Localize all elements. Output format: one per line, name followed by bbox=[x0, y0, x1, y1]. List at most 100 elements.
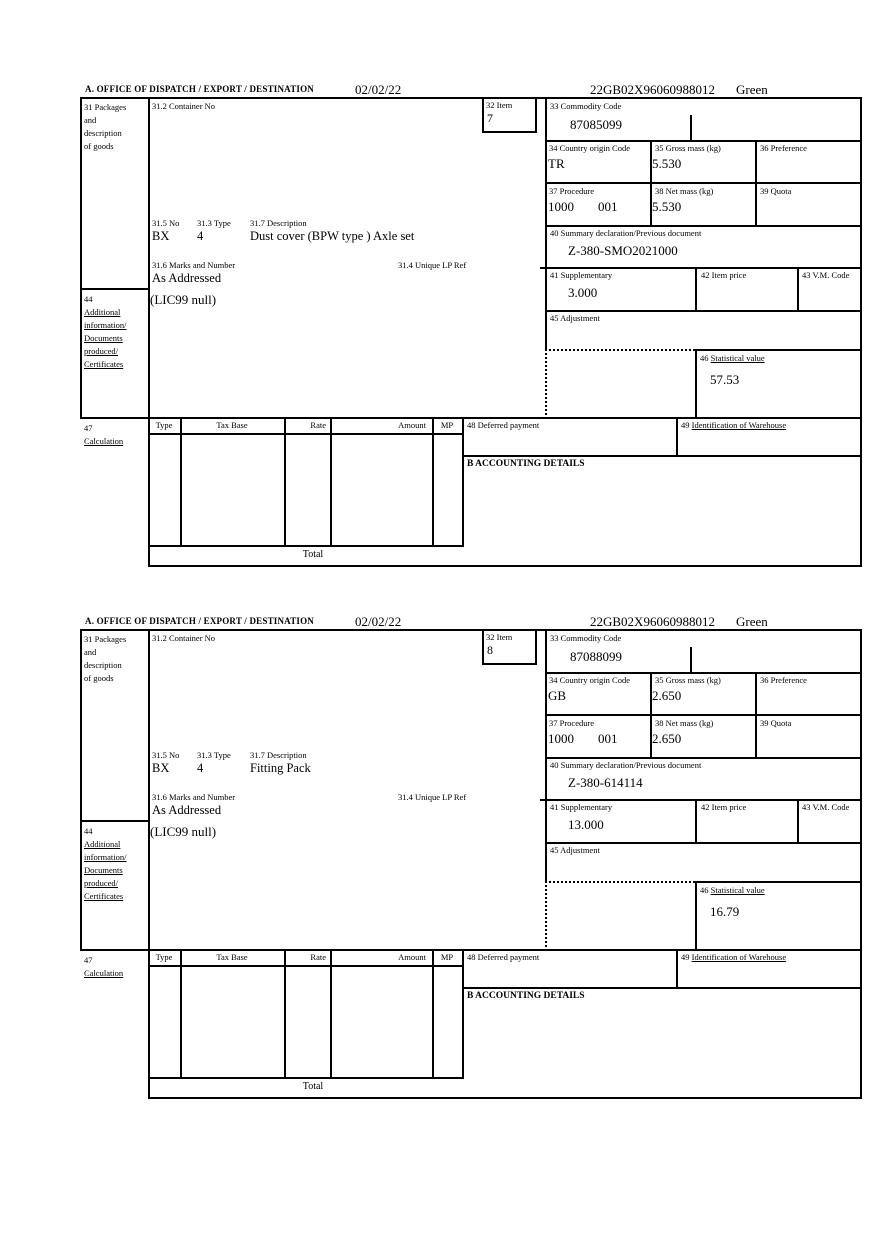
border-bottom bbox=[148, 1097, 862, 1099]
item-table: 31 Packages and description of goods 44 … bbox=[80, 97, 862, 567]
divider-48-49 bbox=[676, 949, 678, 987]
line-under-row41 bbox=[545, 310, 862, 312]
marks-label: 31.6 Marks and Number bbox=[152, 260, 236, 270]
box46-left bbox=[695, 881, 697, 949]
calc-bottom bbox=[148, 1077, 464, 1079]
calc-header-line bbox=[148, 965, 464, 967]
net-mass-value: 2.650 bbox=[652, 731, 682, 746]
additional-info-value: (LIC99 null) bbox=[150, 824, 217, 839]
divider-41-42 bbox=[695, 267, 697, 310]
line-under-row34 bbox=[545, 182, 862, 184]
supplementary-label: 41 Supplementary bbox=[550, 802, 613, 812]
commodity-code-label: 33 Commodity Code bbox=[550, 101, 622, 111]
item-label: 32 Item bbox=[486, 100, 513, 110]
calc-rate-header: Rate bbox=[310, 420, 326, 430]
dispatch-date: 02/02/22 bbox=[355, 614, 402, 629]
box44-label: 44 Additional information/ Documents pro… bbox=[84, 826, 127, 901]
office-of-dispatch-label: A. OFFICE OF DISPATCH / EXPORT / DESTINA… bbox=[85, 616, 315, 626]
deferred-payment-label: 48 Deferred payment bbox=[467, 420, 540, 430]
statistical-value-label: 46 Statistical value bbox=[700, 885, 765, 895]
office-of-dispatch-label: A. OFFICE OF DISPATCH / EXPORT / DESTINA… bbox=[85, 84, 315, 94]
divider-35-36 bbox=[755, 672, 757, 759]
gross-mass-value: 2.650 bbox=[652, 688, 682, 703]
leftcol-separator bbox=[80, 288, 150, 290]
calc-right bbox=[462, 417, 464, 547]
supplementary-label: 41 Supplementary bbox=[550, 270, 613, 280]
calc-header-line bbox=[148, 433, 464, 435]
divider-48-49 bbox=[676, 417, 678, 455]
net-mass-label: 38 Net mass (kg) bbox=[655, 718, 714, 728]
item-table: 31 Packages and description of goods 44 … bbox=[80, 629, 862, 1099]
line-under-row37 bbox=[545, 757, 862, 759]
calc-col3 bbox=[330, 949, 332, 1077]
total-left bbox=[148, 545, 150, 567]
declaration-item-block: A. OFFICE OF DISPATCH / EXPORT / DESTINA… bbox=[80, 614, 866, 1109]
calc-amount-header: Amount bbox=[398, 420, 426, 430]
procedure-extra-value: 001 bbox=[598, 199, 618, 214]
description-label: 31.7 Description bbox=[250, 218, 307, 228]
box31-label: 31 Packages and description of goods bbox=[84, 102, 127, 151]
item-price-label: 42 Item price bbox=[701, 802, 747, 812]
statistical-value: 57.53 bbox=[710, 372, 740, 387]
statistical-value: 16.79 bbox=[710, 904, 740, 919]
additional-info-value: (LIC99 null) bbox=[150, 292, 217, 307]
quota-label: 39 Quota bbox=[760, 718, 792, 728]
block-header: A. OFFICE OF DISPATCH / EXPORT / DESTINA… bbox=[80, 614, 862, 629]
mrn-number: 22GB02X96060988012 bbox=[590, 614, 715, 629]
quota-label: 39 Quota bbox=[760, 186, 792, 196]
leftcol-separator bbox=[80, 820, 150, 822]
calc-left bbox=[148, 417, 150, 547]
line-under-48-49 bbox=[462, 455, 862, 457]
adjustment-label: 45 Adjustment bbox=[550, 313, 600, 323]
supplementary-value: 13.000 bbox=[568, 817, 604, 832]
procedure-label: 37 Procedure bbox=[549, 186, 595, 196]
calc-type-header: Type bbox=[155, 420, 173, 430]
statistical-value-label: 46 Statistical value bbox=[700, 353, 765, 363]
divider-midcol bbox=[545, 97, 547, 350]
divider-leftcol bbox=[148, 629, 150, 949]
calc-rate-header: Rate bbox=[310, 952, 326, 962]
line-under-box33 bbox=[545, 140, 862, 142]
commodity-code-label: 33 Commodity Code bbox=[550, 633, 622, 643]
package-no-label: 31.5 No bbox=[152, 750, 180, 760]
procedure-value: 1000 bbox=[548, 199, 574, 214]
preference-label: 36 Preference bbox=[760, 675, 807, 685]
container-no-label: 31.2 Container No bbox=[152, 633, 216, 643]
item-label: 32 Item bbox=[486, 632, 513, 642]
preference-label: 36 Preference bbox=[760, 143, 807, 153]
item-number-value: 8 bbox=[487, 643, 493, 657]
box33-divider bbox=[690, 115, 692, 140]
box47-label: 47 Calculation bbox=[84, 955, 124, 978]
description-label: 31.7 Description bbox=[250, 750, 307, 760]
box46-top bbox=[695, 881, 862, 883]
item-number-box bbox=[482, 97, 537, 133]
dotted-line-under-box45 bbox=[545, 349, 695, 351]
dispatch-date: 02/02/22 bbox=[355, 82, 402, 97]
border-top bbox=[80, 629, 862, 631]
divider-leftcol bbox=[148, 97, 150, 417]
vm-code-label: 43 V.M. Code bbox=[802, 270, 850, 280]
package-type-label: 31.3 Type bbox=[197, 750, 231, 760]
border-left bbox=[80, 629, 82, 949]
border-right bbox=[860, 97, 862, 567]
procedure-value: 1000 bbox=[548, 731, 574, 746]
marks-label: 31.6 Marks and Number bbox=[152, 792, 236, 802]
border-top bbox=[80, 97, 862, 99]
box46-top bbox=[695, 349, 862, 351]
divider-42-43 bbox=[797, 799, 799, 842]
divider-midcol bbox=[545, 629, 547, 882]
line-box47-top bbox=[80, 417, 862, 419]
dotted-left-border bbox=[545, 881, 547, 947]
calc-amount-header: Amount bbox=[398, 952, 426, 962]
unique-lp-ref-label: 31.4 Unique LP Ref bbox=[398, 792, 467, 802]
calc-mp-header: MP bbox=[440, 952, 454, 962]
calc-col2 bbox=[284, 949, 286, 1077]
previous-document-value: Z-380-614114 bbox=[568, 775, 643, 790]
package-no-value: BX bbox=[152, 761, 170, 775]
calc-col4 bbox=[432, 949, 434, 1077]
supplementary-value: 3.000 bbox=[568, 285, 598, 300]
gross-mass-value: 5.530 bbox=[652, 156, 682, 171]
calc-col1 bbox=[180, 417, 182, 545]
divider-34-35 bbox=[650, 140, 652, 227]
routing-status: Green bbox=[736, 82, 768, 97]
